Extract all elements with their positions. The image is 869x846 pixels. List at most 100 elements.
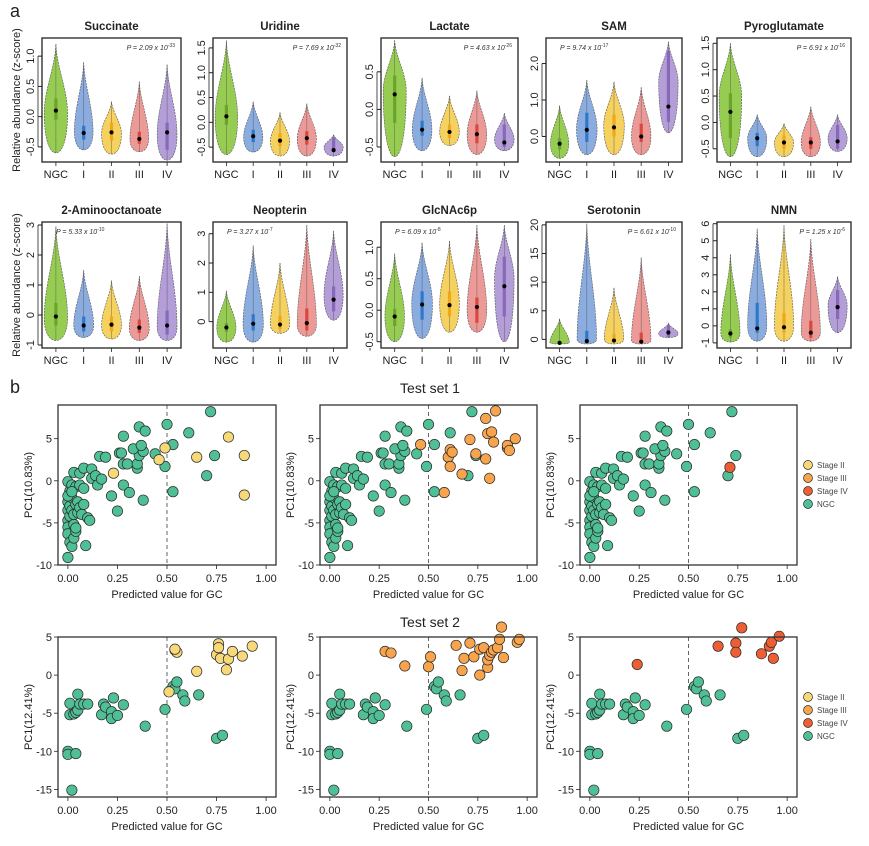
- y-tick-label: 0.0: [364, 102, 376, 117]
- x-tick-label: 0.25: [628, 573, 649, 585]
- legend-marker: [803, 486, 813, 496]
- scatter-panel-set1-2: 0.00 0.25 0.50 0.75 1.00 -10 -5 0 5 Predicted val…: [285, 404, 538, 601]
- x-axis-title: Predicted value for GC: [111, 821, 222, 833]
- y-tick-label: 0: [568, 670, 574, 682]
- p-value-label: P = 6.61 x 10-10: [628, 227, 677, 236]
- y-tick-label: 0.0: [529, 129, 541, 144]
- ngc-point: [334, 688, 346, 700]
- ngc-point: [137, 494, 149, 506]
- y-tick-label: -5: [304, 708, 314, 720]
- x-tick-label: 0.00: [579, 805, 600, 817]
- x-tick-label: II: [446, 355, 452, 367]
- ngc-point: [700, 695, 712, 707]
- stage-point-stage-iv: [755, 648, 768, 660]
- ngc-point: [369, 692, 381, 704]
- p-value-exponent: -26: [505, 43, 512, 49]
- ngc-point: [383, 458, 395, 470]
- y-tick-label: 1: [196, 289, 208, 295]
- ngc-point: [629, 692, 641, 704]
- violin-median-point: [502, 284, 507, 289]
- y-tick-label: -5: [304, 518, 314, 530]
- x-tick-label: IV: [499, 169, 510, 181]
- ngc-point: [332, 748, 344, 760]
- p-value-exponent: -32: [334, 43, 341, 49]
- x-tick-label: NGC: [214, 355, 239, 367]
- ngc-point: [726, 406, 738, 418]
- violin-title: Succinate: [84, 21, 138, 33]
- stage-point-stage-iii: [509, 433, 521, 445]
- ngc-point: [117, 430, 129, 442]
- x-tick-label: III: [302, 355, 311, 367]
- violin-iqr-bar: [809, 320, 813, 338]
- x-tick-label: IV: [162, 169, 173, 181]
- legend-marker: [803, 718, 813, 728]
- x-tick-label: IV: [499, 355, 510, 367]
- ngc-point: [637, 447, 649, 459]
- x-tick-label: 1.00: [255, 805, 276, 817]
- violin-median-point: [53, 108, 59, 113]
- panel-b-label: b: [10, 377, 20, 397]
- x-tick-label: 1.00: [516, 573, 537, 585]
- y-tick-label: 0: [529, 336, 541, 342]
- violin-title: Pyroglutamate: [744, 21, 824, 33]
- violin-median-point: [611, 125, 617, 130]
- stage-point-stage-iii: [480, 453, 492, 465]
- ngc-point: [639, 699, 651, 711]
- ngc-point: [379, 479, 391, 491]
- p-value-text: P = 9.74 x 10: [560, 45, 601, 52]
- ngc-point: [639, 479, 651, 491]
- x-tick-label: II: [611, 355, 617, 367]
- ngc-point: [100, 451, 112, 463]
- x-tick-label: 0.50: [678, 573, 699, 585]
- ngc-point: [171, 676, 183, 688]
- violin-iqr-bar: [393, 75, 397, 123]
- ngc-point: [205, 406, 217, 418]
- stage-point-stage-ii: [191, 451, 203, 463]
- stage-point-stage-iii: [513, 633, 525, 645]
- ngc-point: [671, 448, 683, 460]
- legend-set1: Stage II Stage III Stage IV NGC: [803, 460, 848, 509]
- violin-title: GlcNAc6p: [422, 205, 477, 217]
- stage-point-stage-ii: [246, 640, 258, 652]
- violin-median-point: [474, 132, 479, 137]
- y-tick-label: 0: [308, 670, 314, 682]
- y-tick-label: 1: [700, 306, 712, 312]
- p-value-label: P = 9.74 x 10-17: [560, 43, 609, 52]
- y-tick-label: -1: [25, 340, 37, 350]
- p-value-text: P = 2.09 x 10: [127, 45, 168, 52]
- x-tick-label: II: [277, 169, 283, 181]
- y-tick-label: 1.0: [364, 240, 376, 255]
- violin-median-point: [584, 339, 589, 344]
- y-tick-label: 0: [700, 323, 712, 329]
- violin-median-point: [557, 340, 562, 345]
- ngc-point: [135, 439, 147, 451]
- ngc-point: [385, 487, 397, 499]
- y-tick-label: 5: [308, 632, 314, 644]
- x-tick-label: 0.25: [368, 805, 389, 817]
- ngc-point: [643, 458, 655, 470]
- stage-point-stage-iv: [773, 630, 785, 642]
- violin-median-point: [224, 325, 229, 330]
- x-tick-label: 0.75: [727, 573, 748, 585]
- ngc-point: [111, 505, 124, 517]
- y-tick-label: 3: [196, 231, 208, 237]
- p-value-text: P = 1.25 x 10: [799, 229, 840, 236]
- violin-median-point: [639, 339, 644, 344]
- violin-title: Lactate: [429, 21, 469, 33]
- ngc-point: [592, 522, 604, 534]
- x-tick-label: II: [277, 355, 283, 367]
- ngc-point: [428, 439, 440, 451]
- violin-median-point: [420, 127, 425, 132]
- ngc-point: [692, 676, 704, 688]
- stage-point-stage-ii: [153, 454, 165, 466]
- x-tick-label: II: [781, 169, 787, 181]
- p-value-exponent: -16: [838, 43, 845, 49]
- x-tick-label: IV: [663, 355, 674, 367]
- violin-median-point: [251, 134, 256, 139]
- x-axis-title: Predicted value for GC: [373, 589, 484, 601]
- stage-point-stage-ii: [107, 467, 120, 479]
- x-tick-label: 0.25: [368, 573, 389, 585]
- legend-label: Stage III: [817, 706, 847, 715]
- p-value-text: P = 6.09 x 10: [395, 229, 436, 236]
- ngc-point: [661, 425, 673, 437]
